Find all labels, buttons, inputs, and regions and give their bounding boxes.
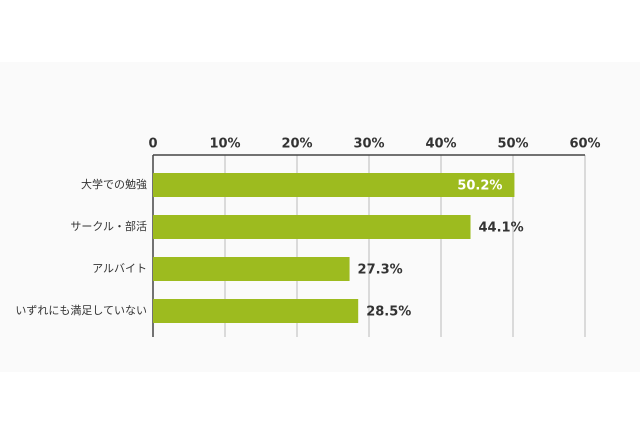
x-tick-label: 60% bbox=[569, 137, 600, 152]
bar bbox=[153, 215, 471, 239]
x-tick-label: 20% bbox=[281, 137, 312, 152]
value-label: 28.5% bbox=[366, 305, 411, 320]
bar bbox=[153, 173, 515, 197]
value-label: 27.3% bbox=[358, 263, 403, 278]
x-tick-label: 10% bbox=[209, 137, 240, 152]
bar bbox=[153, 299, 359, 323]
value-label: 50.2% bbox=[457, 179, 502, 194]
x-tick-label: 50% bbox=[497, 137, 528, 152]
value-label: 44.1% bbox=[479, 221, 524, 236]
y-tick-label: 大学での勉強 bbox=[81, 177, 147, 191]
y-tick-label: アルバイト bbox=[92, 262, 147, 275]
bar bbox=[153, 257, 350, 281]
x-tick-label: 0 bbox=[148, 137, 157, 152]
y-tick-label: いずれにも満足していない bbox=[15, 304, 147, 317]
x-tick-label: 30% bbox=[353, 137, 384, 152]
y-tick-label: サークル・部活 bbox=[70, 219, 147, 233]
x-tick-label: 40% bbox=[425, 137, 456, 152]
